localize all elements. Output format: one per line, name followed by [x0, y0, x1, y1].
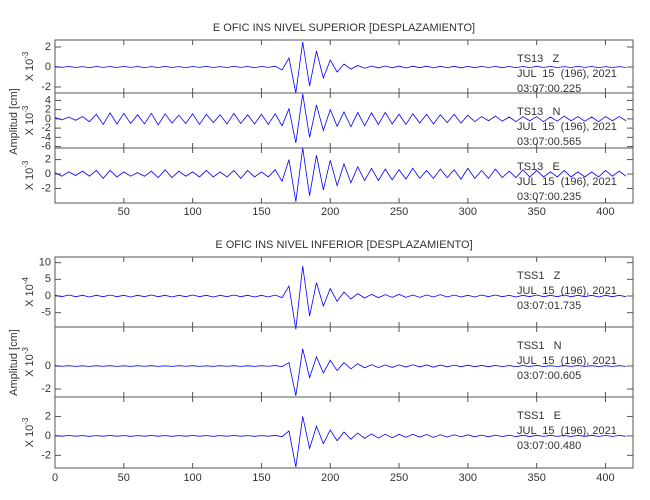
y-tick-label: -2	[41, 182, 51, 194]
y-tick-label: 0	[45, 168, 51, 180]
station-label: TSS1 N	[517, 340, 562, 352]
unit-base: X 10	[24, 354, 36, 377]
waveform	[54, 41, 627, 94]
trace-frame	[54, 147, 634, 204]
unit-base: X 10	[24, 425, 36, 448]
y-tick-label: -2	[41, 383, 51, 395]
y-tick-label: -2	[41, 81, 51, 93]
x-tick-label: 200	[321, 206, 339, 218]
date-label: JUL 15 (196), 2021	[517, 121, 617, 133]
y-tick-label: -4	[41, 131, 51, 143]
x-tick-label: 100	[183, 472, 201, 484]
unit-label: X 10-3	[21, 105, 36, 135]
y-tick-label: 2	[45, 410, 51, 422]
y-tick-label: -2	[41, 122, 51, 134]
time-label: 03:07:00.235	[517, 191, 581, 203]
time-label: 03:07:01.735	[517, 300, 581, 312]
station-label: TSS1 E	[517, 410, 561, 422]
unit-exponent: -3	[21, 347, 30, 355]
unit-base: X 10	[24, 168, 36, 191]
waveform	[54, 147, 627, 202]
x-tick-label: 50	[118, 206, 130, 218]
unit-label: X 10-4	[21, 277, 36, 307]
unit-exponent: -3	[21, 417, 30, 425]
date-label: JUL 15 (196), 2021	[517, 425, 617, 437]
x-tick-label: 350	[527, 206, 545, 218]
y-tick-label: 0	[45, 113, 51, 125]
y-tick-label: 2	[45, 41, 51, 53]
y-tick-label: 0	[45, 430, 51, 442]
time-label: 03:07:00.605	[517, 370, 581, 382]
station-label: TSS1 Z	[517, 270, 561, 282]
chart-title: E OFIC INS NIVEL INFERIOR [DESPLAZAMIENT…	[215, 239, 472, 251]
x-tick-label: 50	[118, 472, 130, 484]
unit-exponent: -3	[21, 105, 30, 113]
unit-exponent: -4	[21, 277, 30, 285]
time-label: 03:07:00.480	[517, 440, 581, 452]
y-tick-label: 2	[45, 104, 51, 116]
station-label: TS13 N	[517, 106, 560, 118]
x-tick-label: 350	[527, 472, 545, 484]
x-tick-label: 100	[183, 206, 201, 218]
time-label: 03:07:00.225	[517, 83, 581, 95]
y-tick-label: -5	[41, 307, 51, 319]
trace-frame	[54, 396, 634, 469]
unit-label: X 10-3	[21, 417, 36, 447]
x-tick-label: 0	[52, 472, 58, 484]
x-tick-label: 250	[390, 472, 408, 484]
unit-label: X 10-3	[21, 160, 36, 190]
x-tick-label: 250	[390, 206, 408, 218]
station-label: TS13 E	[517, 161, 560, 173]
x-tick-label: 300	[459, 472, 477, 484]
unit-label: X 10-3	[21, 347, 36, 377]
unit-base: X 10	[24, 59, 36, 82]
unit-base: X 10	[24, 284, 36, 307]
y-tick-label: 5	[45, 273, 51, 285]
date-label: JUL 15 (196), 2021	[517, 355, 617, 367]
waveform	[54, 93, 627, 143]
y-axis-label: Amplitud [cm]	[8, 88, 20, 155]
y-tick-label: 4	[45, 94, 51, 106]
time-label: 03:07:00.565	[517, 136, 581, 148]
unit-exponent: -3	[21, 51, 30, 59]
x-tick-label: 200	[321, 472, 339, 484]
y-tick-label: 0	[45, 61, 51, 73]
y-tick-label: -2	[41, 449, 51, 461]
date-label: JUL 15 (196), 2021	[517, 176, 617, 188]
unit-base: X 10	[24, 113, 36, 136]
x-tick-label: 300	[459, 206, 477, 218]
unit-exponent: -3	[21, 160, 30, 168]
waveform	[54, 416, 627, 468]
waveform	[54, 348, 627, 396]
chart-title: E OFIC INS NIVEL SUPERIOR [DESPLAZAMIENT…	[213, 22, 475, 34]
waveform	[54, 265, 627, 330]
y-tick-label: 2	[45, 153, 51, 165]
y-axis-label: Amplitud [cm]	[8, 329, 20, 396]
station-label: TS13 Z	[517, 53, 559, 65]
x-tick-label: 150	[252, 472, 270, 484]
x-tick-label: 150	[252, 206, 270, 218]
y-tick-label: -6	[41, 141, 51, 153]
y-tick-label: 0	[45, 290, 51, 302]
x-tick-label: 400	[596, 472, 614, 484]
date-label: JUL 15 (196), 2021	[517, 285, 617, 297]
unit-label: X 10-3	[21, 51, 36, 81]
x-tick-label: 400	[596, 206, 614, 218]
y-tick-label: 0	[45, 360, 51, 372]
y-tick-label: 10	[39, 257, 51, 269]
date-label: JUL 15 (196), 2021	[517, 68, 617, 80]
